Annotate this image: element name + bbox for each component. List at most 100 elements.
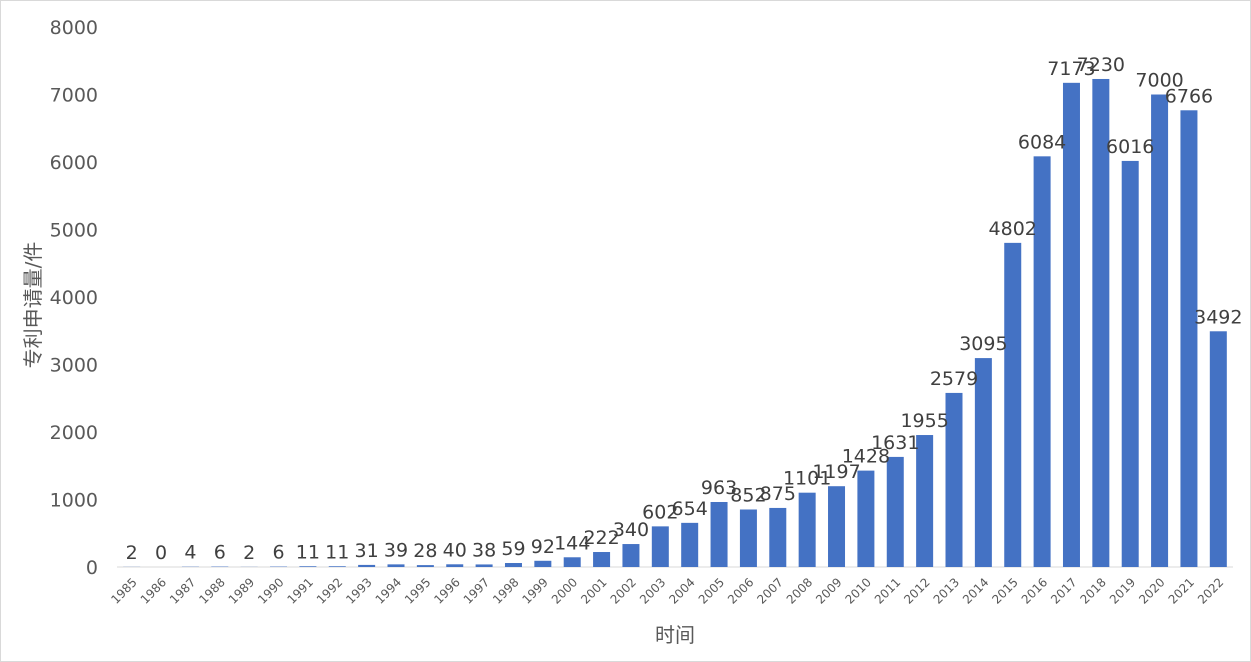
data-label-2004: 654 <box>672 498 708 520</box>
data-label-1985: 2 <box>126 542 138 564</box>
y-tick-label: 5000 <box>50 220 98 242</box>
data-label-1992: 11 <box>325 541 349 563</box>
bar-2021 <box>1180 110 1198 568</box>
data-label-1994: 39 <box>384 539 408 561</box>
data-label-1995: 28 <box>413 540 437 562</box>
data-label-2017: 7173 <box>1047 58 1095 80</box>
y-tick-label: 6000 <box>50 152 98 174</box>
data-label-2010: 1428 <box>842 446 890 468</box>
x-tick-label-2004: 2004 <box>666 575 697 606</box>
x-tick-label-2018: 2018 <box>1077 575 1108 606</box>
bar-2008 <box>798 492 816 567</box>
data-label-2020: 7000 <box>1135 70 1183 92</box>
y-tick-label: 2000 <box>50 422 98 444</box>
x-axis-title: 时间 <box>655 623 695 647</box>
bar-2020 <box>1151 94 1169 567</box>
bar-2001 <box>593 552 611 567</box>
data-label-1986: 0 <box>155 542 167 564</box>
x-tick-label-1998: 1998 <box>490 575 521 606</box>
x-tick-label-2005: 2005 <box>696 575 727 606</box>
bar-2014 <box>974 358 992 567</box>
data-label-2000: 144 <box>554 532 590 554</box>
x-tick-label-2010: 2010 <box>843 575 874 606</box>
data-label-2005: 963 <box>701 477 737 499</box>
x-tick-label-1999: 1999 <box>519 575 550 606</box>
bar-1997 <box>475 564 493 567</box>
x-tick-label-2014: 2014 <box>960 575 991 606</box>
data-label-1987: 4 <box>184 542 196 564</box>
x-tick-label-2013: 2013 <box>931 575 962 606</box>
x-tick-label-2009: 2009 <box>813 575 844 606</box>
x-tick-label-1986: 1986 <box>138 575 169 606</box>
bar-1992 <box>328 566 346 567</box>
data-label-1997: 38 <box>472 539 496 561</box>
y-tick-label: 8000 <box>50 17 98 39</box>
x-tick-label-1994: 1994 <box>373 575 404 606</box>
bar-2010 <box>857 470 875 567</box>
data-label-1991: 11 <box>296 541 320 563</box>
data-label-2001: 222 <box>583 527 619 549</box>
bar-2016 <box>1033 156 1051 567</box>
bar-2004 <box>681 522 699 567</box>
data-label-2016: 6084 <box>1018 131 1066 153</box>
x-tick-label-2017: 2017 <box>1048 575 1079 606</box>
data-label-2012: 1955 <box>900 410 948 432</box>
x-tick-label-1997: 1997 <box>461 575 492 606</box>
data-label-2015: 4802 <box>989 218 1037 240</box>
x-tick-label-2006: 2006 <box>725 575 756 606</box>
x-tick-label-2012: 2012 <box>901 575 932 606</box>
data-label-2022: 3492 <box>1194 306 1242 328</box>
x-tick-label-2000: 2000 <box>549 575 580 606</box>
x-tick-label-2019: 2019 <box>1107 575 1138 606</box>
data-label-2018: 7230 <box>1077 54 1125 76</box>
data-label-1999: 92 <box>531 536 555 558</box>
bar-2012 <box>916 435 934 567</box>
bars <box>123 78 1227 568</box>
bar-1994 <box>387 564 405 567</box>
x-tick-label-1991: 1991 <box>285 575 316 606</box>
data-label-2021: 6766 <box>1165 85 1213 107</box>
data-label-2008: 1101 <box>783 468 831 490</box>
x-tick-label-1990: 1990 <box>255 575 286 606</box>
bar-2002 <box>622 544 640 567</box>
data-label-1996: 40 <box>443 539 467 561</box>
x-tick-label-2008: 2008 <box>784 575 815 606</box>
bar-1998 <box>504 563 522 567</box>
x-tick-label-2002: 2002 <box>608 575 639 606</box>
x-tick-label-2003: 2003 <box>637 575 668 606</box>
bar-1993 <box>358 564 376 567</box>
data-label-2019: 6016 <box>1106 136 1154 158</box>
bar-2015 <box>1004 242 1022 568</box>
x-axis-ticks: 1985198619871988198919901991199219931994… <box>108 575 1226 606</box>
x-tick-label-2015: 2015 <box>989 575 1020 606</box>
bar-2007 <box>769 507 787 567</box>
x-tick-label-2021: 2021 <box>1166 575 1197 606</box>
x-tick-label-1985: 1985 <box>108 575 139 606</box>
y-tick-label: 4000 <box>50 287 98 309</box>
x-tick-label-2022: 2022 <box>1195 575 1226 606</box>
bar-1996 <box>446 564 464 567</box>
y-tick-label: 1000 <box>50 490 98 512</box>
data-label-1993: 31 <box>355 540 379 562</box>
bar-2019 <box>1121 160 1139 568</box>
data-label-2007: 875 <box>760 483 796 505</box>
data-labels: 2 0 4 6 2 6 11 11 31 39 28 40 38 59 92 1442223406026549… <box>126 54 1243 564</box>
data-label-2013: 2579 <box>930 368 978 390</box>
data-label-1998: 59 <box>501 538 525 560</box>
x-tick-label-1988: 1988 <box>196 575 227 606</box>
bar-2009 <box>828 486 846 567</box>
bar-2005 <box>710 501 728 567</box>
y-tick-label: 0 <box>86 557 98 579</box>
data-label-1989: 2 <box>243 542 255 564</box>
bar-2000 <box>563 557 581 567</box>
data-label-2011: 1631 <box>871 432 919 454</box>
data-label-2002: 340 <box>613 519 649 541</box>
x-tick-label-1987: 1987 <box>167 575 198 606</box>
bar-2006 <box>739 509 757 567</box>
bar-2022 <box>1209 331 1227 567</box>
y-tick-label: 7000 <box>50 85 98 107</box>
data-label-2003: 602 <box>642 501 678 523</box>
bar-2017 <box>1062 82 1080 567</box>
